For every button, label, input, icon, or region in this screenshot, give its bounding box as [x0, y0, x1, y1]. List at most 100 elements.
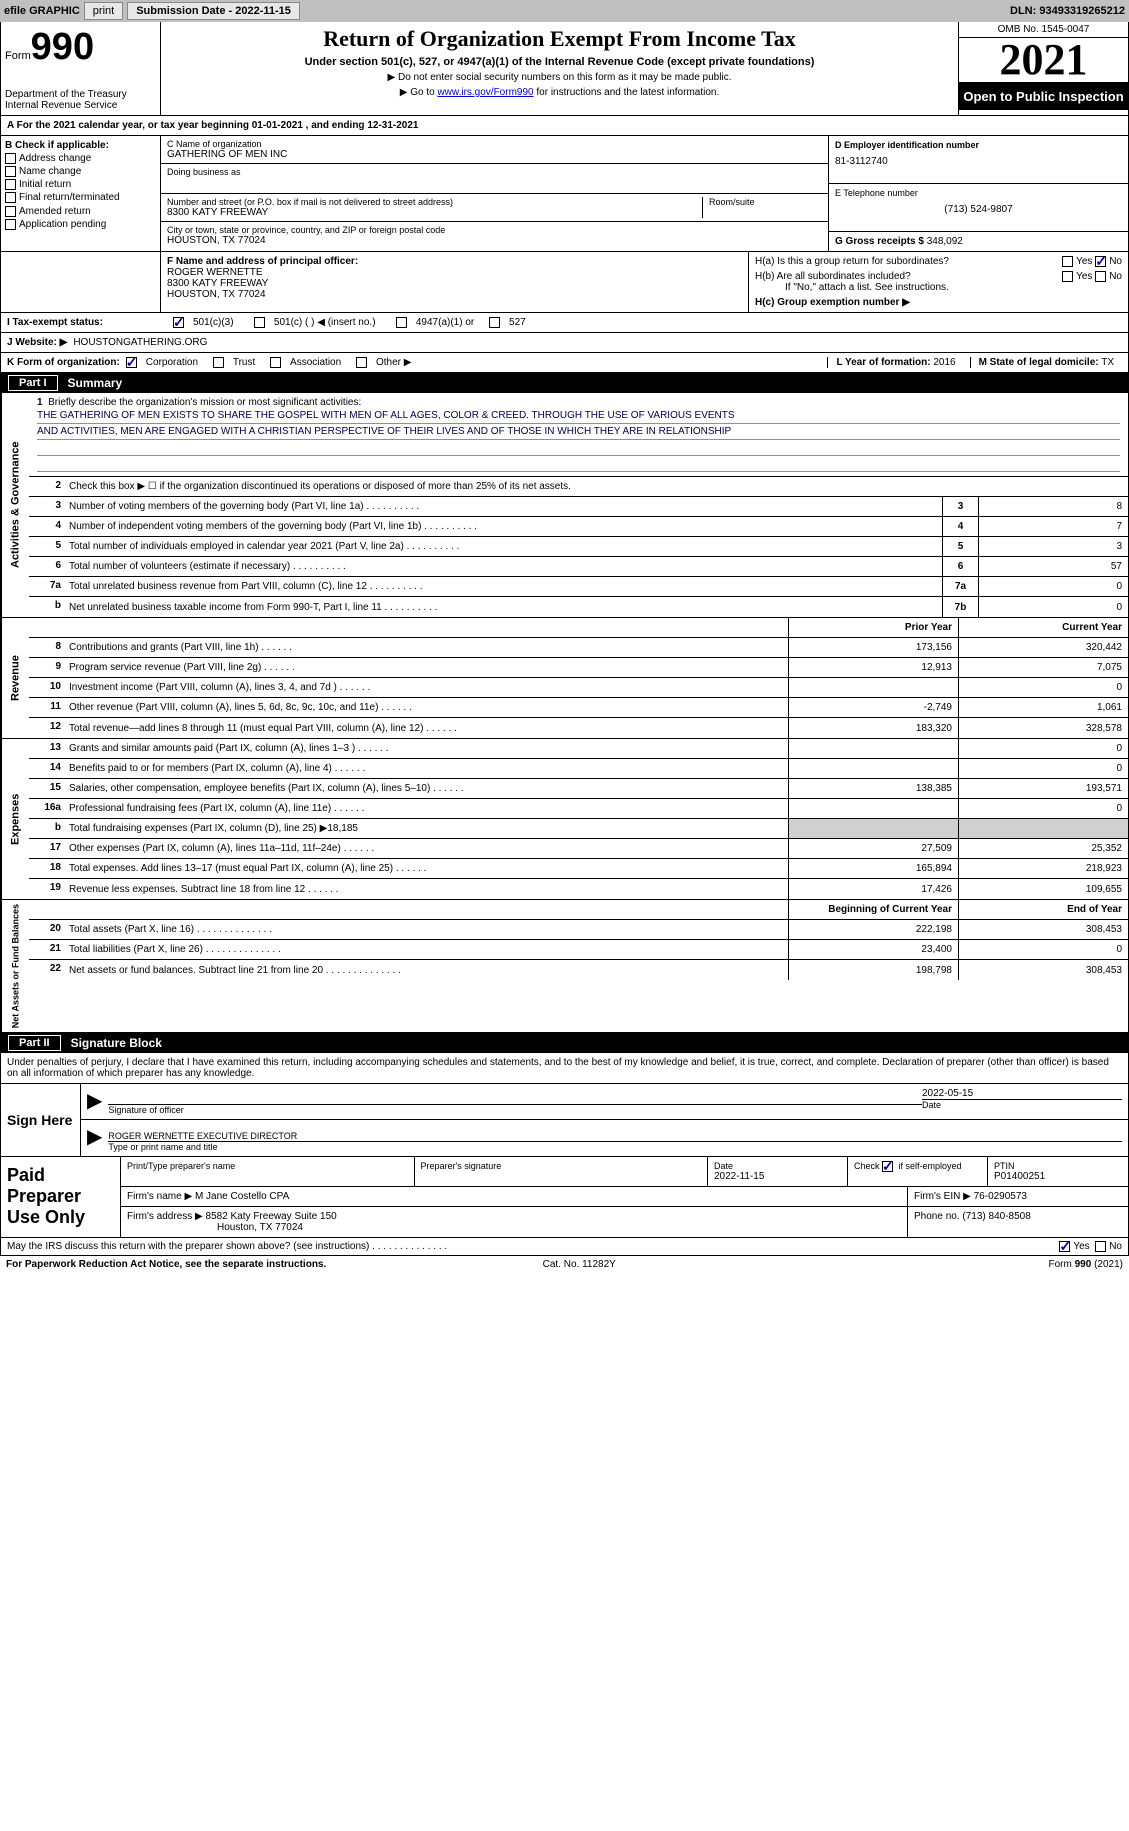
gov-line-6: 6Total number of volunteers (estimate if… [29, 557, 1128, 577]
print-button[interactable]: print [84, 2, 123, 20]
form-subtitle-1: Under section 501(c), 527, or 4947(a)(1)… [165, 56, 954, 68]
hb-label: H(b) Are all subordinates included? [755, 271, 1062, 282]
form-subtitle-2: ▶ Do not enter social security numbers o… [165, 72, 954, 83]
form-word: Form [5, 50, 31, 62]
gov-line-b: bNet unrelated business taxable income f… [29, 597, 1128, 617]
chk-trust[interactable] [213, 357, 224, 368]
hdr-current-year: Current Year [958, 618, 1128, 637]
side-expenses: Expenses [1, 739, 29, 899]
box-j-website: J Website: ▶ HOUSTONGATHERING.ORG [0, 333, 1129, 353]
goto-suffix: for instructions and the latest informat… [534, 87, 720, 98]
box-b-label: B Check if applicable: [5, 140, 156, 151]
discuss-yes[interactable] [1059, 1241, 1070, 1252]
discuss-row: May the IRS discuss this return with the… [0, 1238, 1129, 1256]
chk-amended[interactable]: Amended return [5, 206, 156, 217]
chk-501c[interactable] [254, 317, 265, 328]
exp-line-b: bTotal fundraising expenses (Part IX, co… [29, 819, 1128, 839]
sig-arrow-icon: ▶ [87, 1088, 102, 1115]
chk-assoc[interactable] [270, 357, 281, 368]
preparer-name-label: Print/Type preparer's name [127, 1161, 408, 1171]
box-klm: K Form of organization: Corporation Trus… [0, 353, 1129, 373]
tax-year: 2021 [959, 38, 1128, 83]
part-2-tag: Part II [8, 1035, 61, 1051]
form-header: Form990 Department of the Treasury Inter… [0, 22, 1129, 116]
sig-date: 2022-05-15 [922, 1088, 1122, 1099]
form-title: Return of Organization Exempt From Incom… [165, 26, 954, 52]
ha-label: H(a) Is this a group return for subordin… [755, 256, 1062, 267]
chk-application[interactable]: Application pending [5, 219, 156, 230]
sig-name-label: Type or print name and title [108, 1141, 1122, 1152]
website-label: J Website: ▶ [7, 337, 67, 348]
chk-name-change[interactable]: Name change [5, 166, 156, 177]
preparer-date: 2022-11-15 [714, 1171, 841, 1182]
section-expenses: Expenses 13Grants and similar amounts pa… [0, 739, 1129, 900]
chk-initial-return[interactable]: Initial return [5, 179, 156, 190]
org-name: GATHERING OF MEN INC [167, 149, 822, 160]
form-990-number: 990 [31, 26, 94, 68]
section-governance: Activities & Governance 1 Briefly descri… [0, 393, 1129, 618]
hb-yes[interactable] [1062, 271, 1073, 282]
chk-other[interactable] [356, 357, 367, 368]
chk-4947[interactable] [396, 317, 407, 328]
firm-addr: 8582 Katy Freeway Suite 150 [206, 1211, 337, 1222]
rev-line-9: 9Program service revenue (Part VIII, lin… [29, 658, 1128, 678]
ptin-label: PTIN [994, 1161, 1122, 1171]
officer-addr2: HOUSTON, TX 77024 [167, 289, 742, 300]
form-number: Form990 [5, 26, 156, 69]
ha-yes[interactable] [1062, 256, 1073, 267]
box-i-tax-status: I Tax-exempt status: 501(c)(3) 501(c) ( … [0, 313, 1129, 333]
room-label: Room/suite [709, 197, 755, 207]
part-2-header: Part II Signature Block [0, 1033, 1129, 1053]
footer-row: For Paperwork Reduction Act Notice, see … [0, 1256, 1129, 1273]
net-line-22: 22Net assets or fund balances. Subtract … [29, 960, 1128, 980]
exp-line-13: 13Grants and similar amounts paid (Part … [29, 739, 1128, 759]
side-revenue: Revenue [1, 618, 29, 738]
pra-notice: For Paperwork Reduction Act Notice, see … [6, 1259, 326, 1270]
firm-phone: (713) 840-8508 [962, 1211, 1030, 1222]
form-ref: Form 990 (2021) [1049, 1259, 1124, 1270]
exp-line-18: 18Total expenses. Add lines 13–17 (must … [29, 859, 1128, 879]
sign-here-label: Sign Here [1, 1084, 81, 1156]
firm-addr-label: Firm's address ▶ [127, 1211, 203, 1222]
box-c-org: C Name of organization GATHERING OF MEN … [161, 136, 828, 251]
chk-527[interactable] [489, 317, 500, 328]
gov-line-4: 4Number of independent voting members of… [29, 517, 1128, 537]
line-a-tax-year: A For the 2021 calendar year, or tax yea… [0, 116, 1129, 136]
sig-arrow-icon-2: ▶ [87, 1124, 102, 1152]
org-name-label: C Name of organization [167, 139, 822, 149]
chk-501c3[interactable] [173, 317, 184, 328]
self-employed-chk[interactable]: Check if self-employed [854, 1161, 981, 1172]
gross-value: 348,092 [927, 236, 963, 247]
part-1-header: Part I Summary [0, 373, 1129, 393]
dln-label: DLN: 93493319265212 [1010, 5, 1125, 17]
phone-value: (713) 524-9807 [835, 204, 1122, 215]
submission-date: Submission Date - 2022-11-15 [127, 2, 300, 20]
firm-name: M Jane Costello CPA [195, 1191, 289, 1202]
form-org-label: K Form of organization: [7, 357, 120, 368]
discuss-no[interactable] [1095, 1241, 1106, 1252]
form-subtitle-3: ▶ Go to www.irs.gov/Form990 for instruct… [165, 87, 954, 98]
chk-final-return[interactable]: Final return/terminated [5, 192, 156, 203]
ha-no[interactable] [1095, 256, 1106, 267]
chk-corp[interactable] [126, 357, 137, 368]
hb-no[interactable] [1095, 271, 1106, 282]
hdr-begin-year: Beginning of Current Year [788, 900, 958, 919]
irs-link[interactable]: www.irs.gov/Form990 [437, 87, 533, 98]
col-header-row: Prior Year Current Year [29, 618, 1128, 638]
mission-line-2: AND ACTIVITIES, MEN ARE ENGAGED WITH A C… [37, 424, 1120, 440]
part-1-tag: Part I [8, 375, 58, 391]
box-l: L Year of formation: 2016 [827, 357, 963, 368]
mission-label: Briefly describe the organization's miss… [48, 397, 361, 408]
firm-name-label: Firm's name ▶ [127, 1191, 192, 1202]
hdr-end-year: End of Year [958, 900, 1128, 919]
gov-line-5: 5Total number of individuals employed in… [29, 537, 1128, 557]
net-line-20: 20Total assets (Part X, line 16) . . . .… [29, 920, 1128, 940]
ptin-value: P01400251 [994, 1171, 1122, 1182]
firm-phone-label: Phone no. [914, 1211, 960, 1222]
section-revenue: Revenue Prior Year Current Year 8Contrib… [0, 618, 1129, 739]
side-governance: Activities & Governance [1, 393, 29, 617]
chk-address-change[interactable]: Address change [5, 153, 156, 164]
rev-line-12: 12Total revenue—add lines 8 through 11 (… [29, 718, 1128, 738]
ein-label: D Employer identification number [835, 140, 1122, 150]
part-2-title: Signature Block [71, 1036, 162, 1050]
